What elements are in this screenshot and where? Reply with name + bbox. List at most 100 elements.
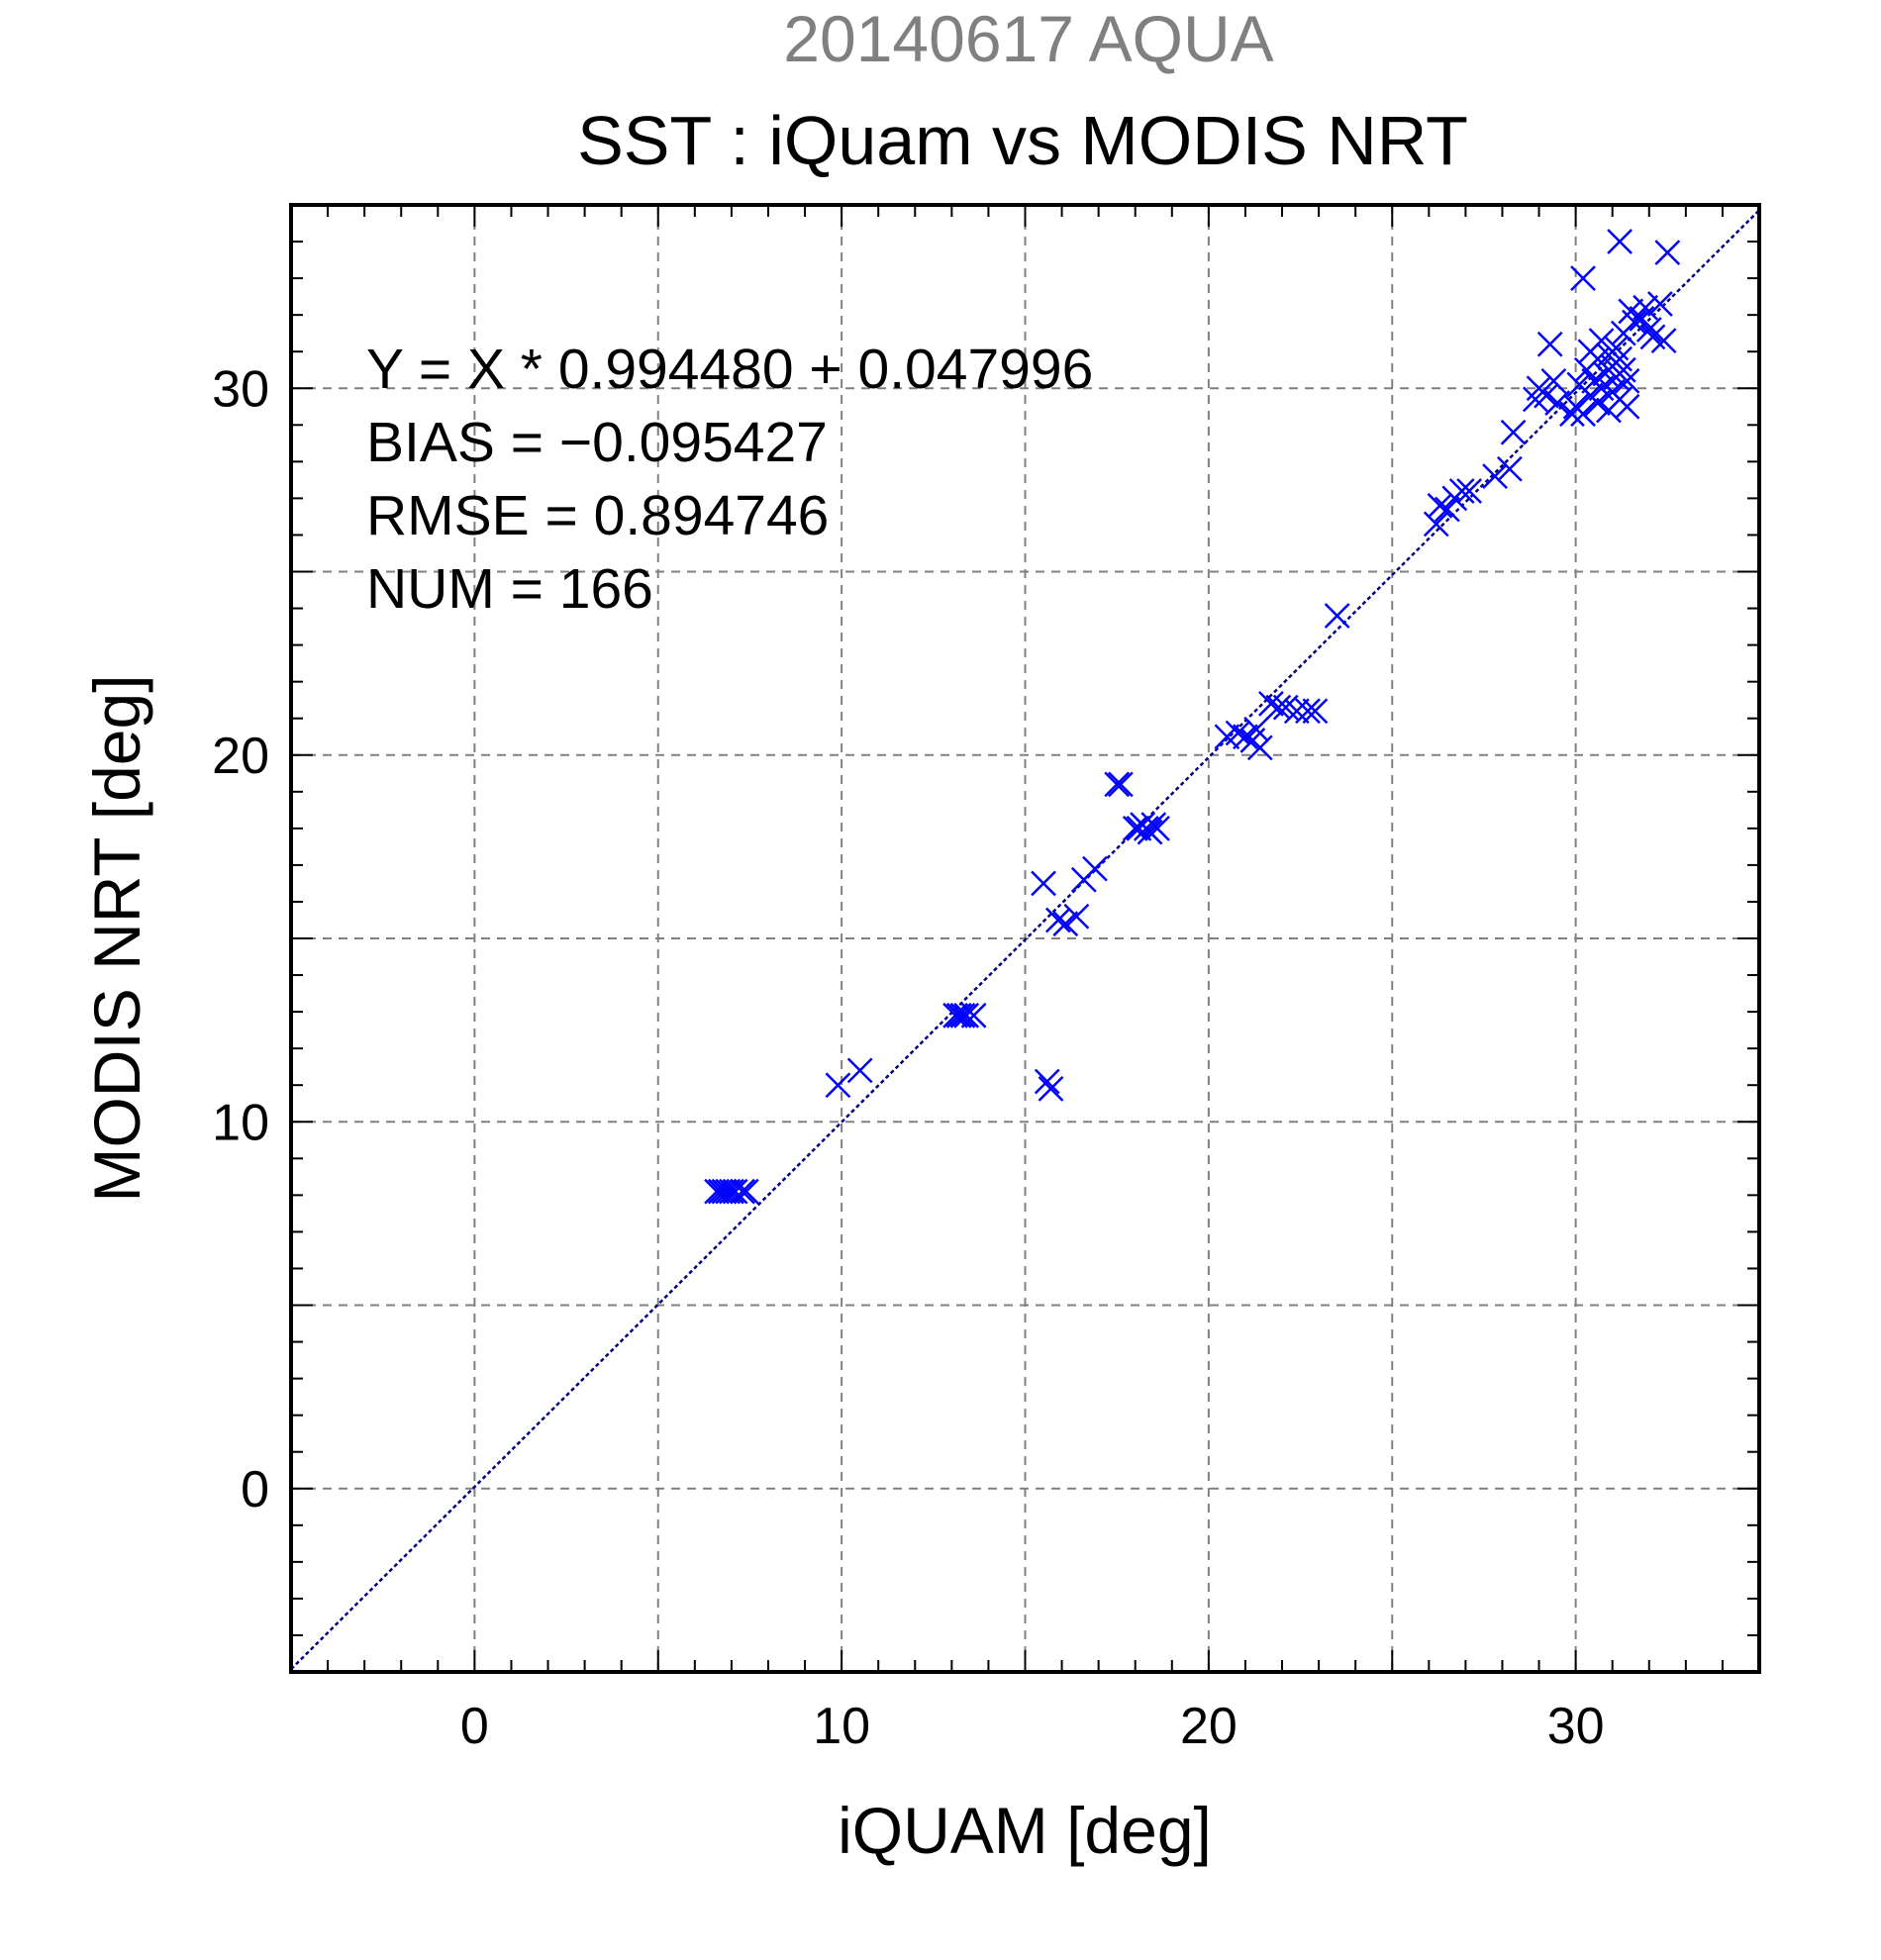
- data-point: [733, 1178, 759, 1205]
- data-point: [1497, 455, 1523, 482]
- data-point-stroke: [949, 1002, 976, 1029]
- data-point: [1038, 1076, 1064, 1102]
- data-point: [1622, 309, 1647, 336]
- stats-annotation: Y = X * 0.994480 + 0.047996 BIAS = −0.09…: [366, 338, 1093, 621]
- data-point-stroke: [825, 1072, 851, 1099]
- data-point: [1233, 724, 1258, 750]
- data-point: [1052, 911, 1079, 937]
- data-point: [960, 1002, 987, 1029]
- data-point: [1044, 907, 1071, 933]
- data-point-stroke: [730, 1178, 755, 1205]
- data-point-stroke: [1534, 382, 1559, 409]
- x-axis-tick-labels: 0 10 20 30: [460, 1698, 1605, 1755]
- data-point: [846, 1057, 873, 1084]
- data-point-stroke: [1434, 496, 1460, 523]
- data-point-stroke: [1448, 478, 1475, 504]
- data-point-stroke: [1614, 367, 1640, 394]
- data-point-stroke: [1607, 345, 1633, 372]
- data-point-stroke: [1225, 720, 1251, 746]
- data-point-stroke: [1497, 455, 1523, 482]
- data-point-stroke: [1588, 375, 1615, 402]
- data-point-stroke: [1633, 294, 1658, 321]
- chart-title: SST : iQuam vs MODIS NRT: [577, 102, 1468, 179]
- data-point-stroke: [1423, 511, 1449, 538]
- data-point: [1448, 478, 1475, 504]
- grid: [291, 205, 1759, 1672]
- data-point-stroke: [1482, 463, 1508, 490]
- data-point-stroke: [1588, 328, 1615, 353]
- data-point-stroke: [1622, 309, 1647, 336]
- data-point: [1456, 478, 1482, 504]
- y-axis-tick-labels: 0 10 20 30: [212, 360, 269, 1519]
- data-point-stroke: [1052, 911, 1079, 937]
- data-point-stroke: [1034, 1068, 1060, 1095]
- data-point: [1295, 698, 1321, 725]
- data-point-stroke: [1324, 603, 1350, 629]
- data-point: [1633, 294, 1658, 321]
- data-point: [1647, 291, 1673, 317]
- regression-equation: Y = X * 0.994480 + 0.047996: [366, 338, 1093, 401]
- data-point-stroke: [1295, 698, 1321, 725]
- data-point-stroke: [1137, 819, 1163, 845]
- data-point: [730, 1178, 755, 1205]
- x-tick-label: 30: [1547, 1698, 1605, 1755]
- bias-value: BIAS = −0.095427: [366, 411, 828, 474]
- data-point-stroke: [1031, 870, 1056, 897]
- data-point: [1607, 229, 1633, 254]
- x-axis-label: iQUAM [deg]: [838, 1794, 1212, 1867]
- data-point: [1427, 492, 1453, 519]
- data-point-stroke: [1108, 771, 1134, 798]
- data-point-stroke: [1603, 335, 1630, 361]
- y-axis-label: MODIS NRT [deg]: [80, 674, 153, 1202]
- data-point: [1283, 698, 1310, 725]
- x-tick-label: 10: [813, 1698, 870, 1755]
- data-point-stroke: [846, 1057, 873, 1084]
- data-point: [1635, 317, 1662, 343]
- data-point: [1324, 603, 1350, 629]
- chart-supertitle: 20140617 AQUA: [783, 2, 1273, 75]
- data-point-stroke: [1144, 815, 1170, 841]
- data-point-stroke: [1614, 393, 1640, 420]
- data-point-stroke: [1618, 298, 1644, 325]
- data-point: [1614, 367, 1640, 394]
- data-point: [1570, 265, 1596, 291]
- data-point: [1108, 771, 1134, 798]
- data-point: [1654, 240, 1681, 266]
- num-value: NUM = 166: [366, 557, 653, 621]
- data-point-stroke: [1082, 855, 1108, 882]
- data-point-stroke: [942, 1002, 968, 1029]
- regression-line-group: [291, 209, 1759, 1671]
- data-point-stroke: [1647, 291, 1673, 317]
- data-point-stroke: [1063, 903, 1090, 930]
- data-point-stroke: [1540, 367, 1567, 394]
- data-point-stroke: [1246, 735, 1273, 761]
- data-point: [1302, 698, 1329, 725]
- data-point: [825, 1072, 851, 1099]
- data-point: [1063, 903, 1090, 930]
- regression-line: [291, 209, 1759, 1671]
- data-point-stroke: [1500, 419, 1527, 445]
- data-point-stroke: [1233, 724, 1258, 750]
- data-point-stroke: [1427, 492, 1453, 519]
- data-point: [1258, 690, 1284, 717]
- data-point-stroke: [1654, 240, 1681, 266]
- data-point-stroke: [1272, 694, 1299, 721]
- data-point: [722, 1178, 748, 1205]
- data-point-stroke: [1302, 698, 1329, 725]
- data-point: [1650, 328, 1677, 353]
- data-point: [711, 1178, 738, 1205]
- data-point: [1434, 496, 1460, 523]
- data-point-stroke: [1104, 771, 1131, 798]
- data-point-stroke: [1610, 356, 1636, 383]
- data-point: [1482, 463, 1508, 490]
- data-point-stroke: [1536, 331, 1563, 357]
- data-point: [1137, 819, 1163, 845]
- data-point: [1104, 771, 1131, 798]
- data-point-stroke: [711, 1178, 738, 1205]
- data-point-stroke: [1639, 324, 1666, 350]
- y-tick-label: 10: [212, 1094, 269, 1151]
- data-point: [942, 1002, 968, 1029]
- data-point: [949, 1002, 976, 1029]
- data-point: [1584, 390, 1611, 416]
